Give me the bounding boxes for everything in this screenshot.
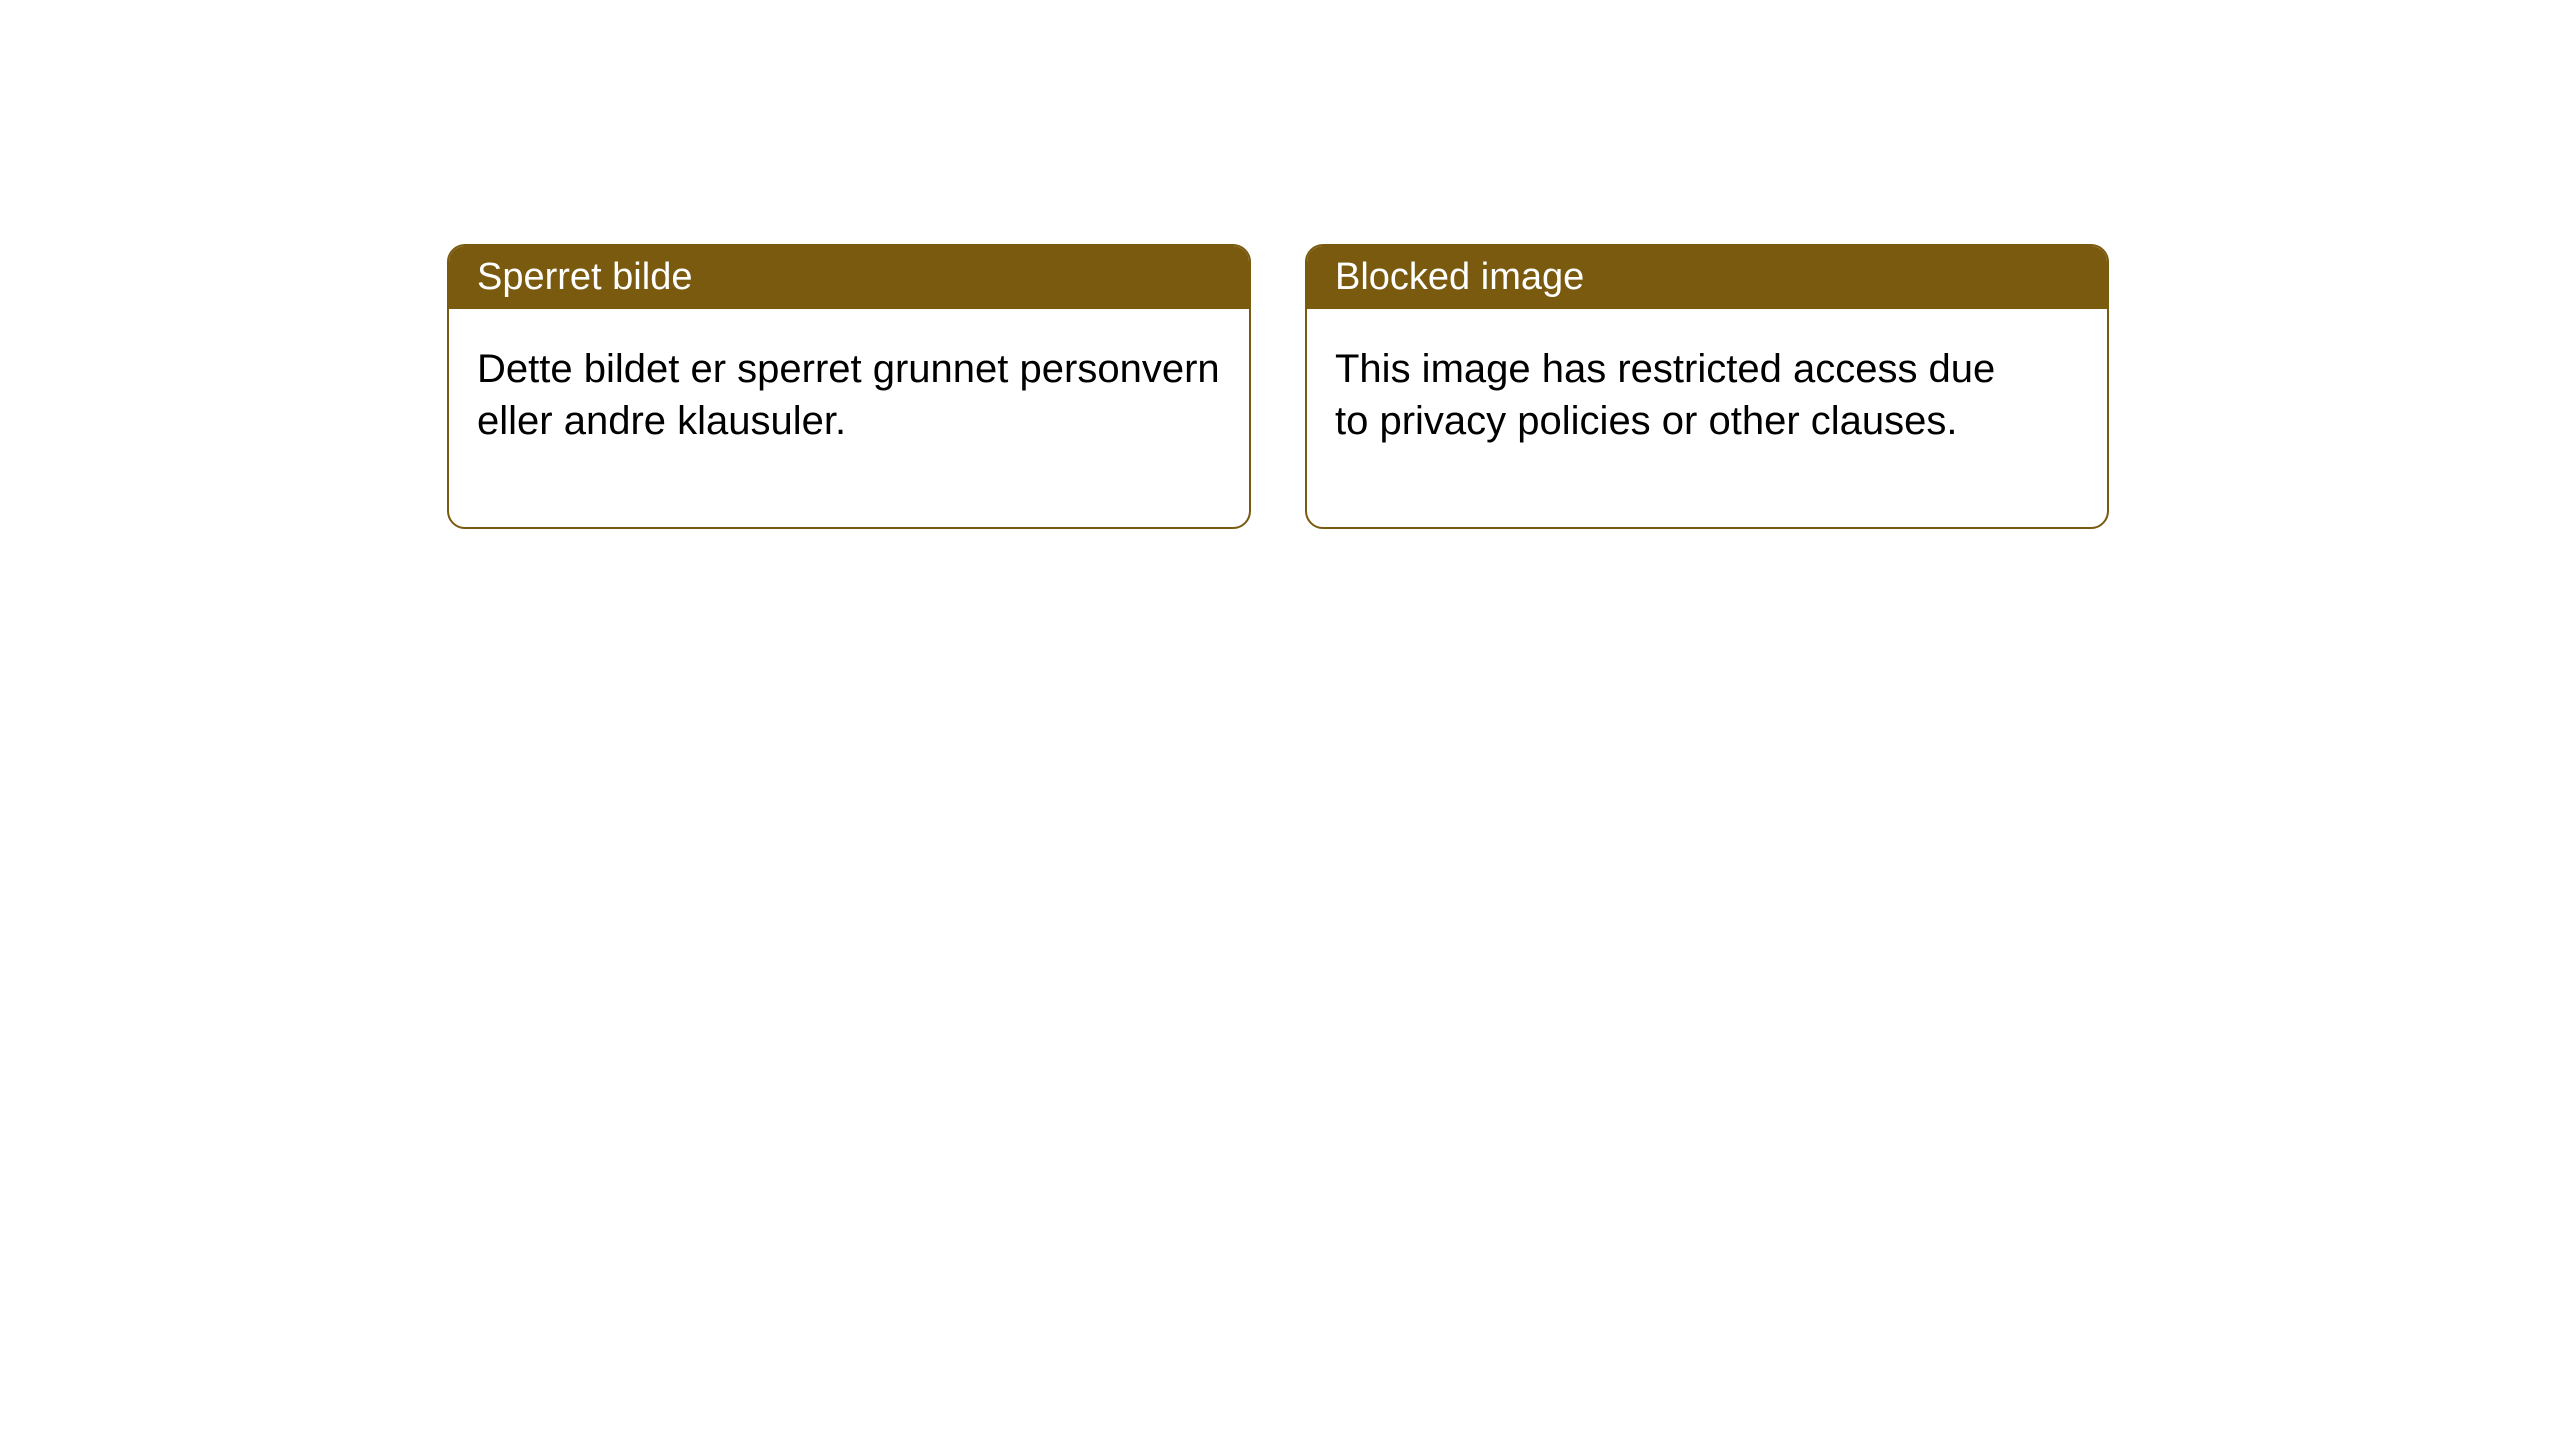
card-header-text: Blocked image xyxy=(1335,256,1584,298)
card-header-text: Sperret bilde xyxy=(477,256,692,298)
card-header: Sperret bilde xyxy=(449,246,1249,309)
blocked-image-card-english: Blocked image This image has restricted … xyxy=(1305,244,2109,529)
card-body: This image has restricted access due to … xyxy=(1307,309,2107,527)
card-body: Dette bildet er sperret grunnet personve… xyxy=(449,309,1249,527)
card-body-text: Dette bildet er sperret grunnet personve… xyxy=(477,347,1220,443)
card-header: Blocked image xyxy=(1307,246,2107,309)
notice-cards-container: Sperret bilde Dette bildet er sperret gr… xyxy=(0,0,2560,529)
blocked-image-card-norwegian: Sperret bilde Dette bildet er sperret gr… xyxy=(447,244,1251,529)
card-body-text: This image has restricted access due to … xyxy=(1335,347,1995,443)
